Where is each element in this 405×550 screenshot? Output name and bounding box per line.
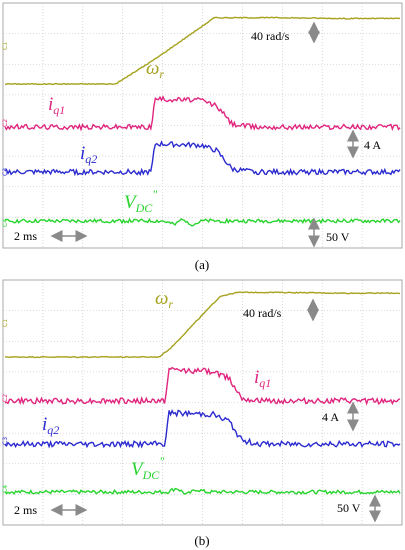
scale-time-a: 2 ms (14, 229, 37, 243)
channel-marker-b-2: C2 (2, 394, 9, 402)
trace-a-vDC (4, 217, 401, 227)
channel-marker-b-3: C3 (2, 437, 9, 445)
omega-label-b-main: ω (155, 288, 168, 309)
iq1-label-a-sub: q1 (53, 103, 65, 117)
vdc-label-b: VDC" (131, 454, 165, 482)
channel-marker-a-2: C2 (2, 119, 9, 127)
iq2-label-b-sub: q2 (47, 423, 59, 437)
traces-b (4, 291, 401, 495)
omega-label-b-sub: r (168, 297, 173, 311)
grid-a (3, 3, 402, 248)
vdc-label-b-main: V (131, 459, 145, 480)
iq1-label-b-sub: q1 (259, 376, 271, 390)
panel-a: C1 C2 C3 C4 ωr iq1 iq2 VDC" 40 rad/s 4 A… (2, 2, 403, 249)
trace-b-iq2 (4, 409, 401, 449)
iq2-label-b-main: i (42, 414, 47, 435)
scale-voltage-b: 50 V (337, 501, 361, 515)
channel-marker-a-4: C4 (2, 219, 9, 227)
trace-b-iq1 (4, 366, 401, 406)
traces-a (4, 16, 401, 227)
channel-marker-b-4: C4 (2, 485, 9, 493)
vdc-label-a-main: V (124, 192, 138, 213)
scale-current-b: 4 A (322, 410, 339, 424)
grid-b (3, 280, 402, 525)
scale-speed-a: 40 rad/s (251, 29, 290, 43)
iq1-label-a: iq1 (48, 94, 65, 117)
iq2-label-a-sub: q2 (85, 152, 97, 166)
trace-b-omegar (4, 291, 400, 359)
trace-b-vDC (4, 487, 401, 495)
trace-a-omegar (4, 16, 401, 86)
scale-voltage-a: 50 V (326, 230, 350, 244)
omega-label-b: ωr (155, 288, 173, 311)
channel-marker-b-1: C1 (2, 319, 9, 327)
vdc-label-a-sup: " (152, 187, 158, 201)
trace-a-iq1 (4, 95, 401, 132)
iq2-label-a-main: i (80, 143, 85, 164)
omega-label-a-main: ω (146, 58, 159, 79)
iq1-label-b: iq1 (254, 367, 271, 390)
vdc-label-b-sub: DC (142, 468, 161, 482)
scale-current-a: 4 A (364, 138, 381, 152)
scale-speed-b: 40 rad/s (243, 306, 282, 320)
channel-marker-a-3: C3 (2, 168, 9, 176)
omega-label-a: ωr (146, 58, 164, 81)
vdc-label-a: VDC" (124, 187, 158, 215)
scale-time-b: 2 ms (14, 503, 37, 517)
iq1-label-b-main: i (254, 367, 259, 388)
subcaption-a: (a) (195, 257, 209, 272)
channel-marker-a-1: C1 (2, 42, 9, 50)
vdc-label-b-sup: " (159, 454, 165, 468)
vdc-label-a-sub: DC (135, 201, 154, 215)
trace-a-iq2 (4, 140, 401, 177)
omega-label-a-sub: r (159, 67, 164, 81)
iq2-label-b: iq2 (42, 414, 59, 437)
subcaption-b: (b) (194, 533, 209, 548)
iq2-label-a: iq2 (80, 143, 97, 166)
iq1-label-a-main: i (48, 94, 53, 115)
panel-b: C1 C2 C3 C4 ωr iq1 iq2 VDC" 40 rad/s 4 A… (2, 279, 403, 526)
